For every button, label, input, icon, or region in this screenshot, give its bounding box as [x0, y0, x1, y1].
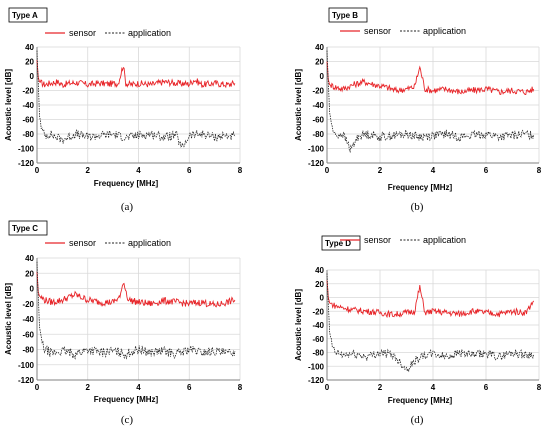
series-line-sensor — [36, 59, 236, 89]
chart-title: Type A — [12, 11, 38, 20]
y-tick-label: -20 — [312, 87, 324, 96]
y-tick-label: 40 — [315, 266, 324, 275]
y-axis-label: Acoustic level [dB] — [294, 69, 303, 141]
y-tick-label: -60 — [22, 116, 34, 125]
chart-title: Type B — [332, 11, 358, 20]
y-tick-label: -80 — [22, 130, 34, 139]
panel-caption: (d) — [411, 414, 424, 426]
y-tick-label: -40 — [312, 101, 324, 110]
y-tick-label: -40 — [312, 321, 324, 330]
series-line-sensor — [326, 280, 535, 319]
y-tick-label: -20 — [22, 87, 34, 96]
title-box — [8, 7, 48, 23]
x-axis-label: Frequency [MHz] — [388, 396, 453, 405]
y-tick-label: -60 — [22, 330, 34, 339]
x-tick-label: 4 — [136, 383, 141, 392]
series-line-application — [36, 50, 236, 148]
series-line-application — [36, 261, 236, 360]
y-tick-label: 0 — [30, 285, 35, 294]
chart-title: Type C — [12, 224, 38, 233]
y-tick-label: -100 — [18, 361, 35, 370]
x-tick-label: 4 — [431, 166, 436, 175]
y-tick-label: -120 — [18, 159, 35, 168]
y-axis-label: Acoustic level [dB] — [4, 69, 13, 141]
y-tick-label: 40 — [315, 43, 324, 52]
y-tick-label: -40 — [22, 315, 34, 324]
legend-label-application: application — [423, 235, 466, 245]
y-axis-label: Acoustic level [dB] — [294, 289, 303, 361]
y-tick-label: -100 — [308, 145, 325, 154]
x-tick-label: 2 — [378, 166, 383, 175]
series-line-application — [326, 273, 535, 373]
title-box — [8, 220, 48, 236]
x-tick-label: 6 — [187, 383, 192, 392]
y-tick-label: -60 — [312, 335, 324, 344]
y-tick-label: 20 — [25, 269, 34, 278]
x-tick-label: 8 — [537, 166, 542, 175]
chart-title: Type D — [325, 239, 351, 248]
x-tick-label: 8 — [238, 166, 243, 175]
x-tick-label: 4 — [431, 383, 436, 392]
title-box — [328, 7, 368, 23]
y-tick-label: -120 — [18, 376, 35, 385]
x-tick-label: 0 — [35, 383, 40, 392]
y-tick-label: -100 — [18, 145, 35, 154]
y-tick-label: -80 — [22, 346, 34, 355]
x-tick-label: 2 — [86, 166, 91, 175]
x-tick-label: 4 — [136, 166, 141, 175]
y-tick-label: -120 — [308, 159, 325, 168]
x-axis-label: Frequency [MHz] — [388, 183, 453, 192]
x-tick-label: 2 — [378, 383, 383, 392]
y-tick-label: 40 — [25, 43, 34, 52]
y-tick-label: -120 — [308, 376, 325, 385]
series-line-sensor — [326, 61, 535, 96]
y-tick-label: -40 — [22, 101, 34, 110]
y-tick-label: 20 — [315, 280, 324, 289]
y-tick-label: -80 — [312, 130, 324, 139]
legend-label-sensor: sensor — [364, 26, 391, 36]
legend-label-sensor: sensor — [364, 235, 391, 245]
y-tick-label: 0 — [320, 72, 325, 81]
x-tick-label: 6 — [484, 383, 489, 392]
legend-label-sensor: sensor — [69, 238, 96, 248]
y-tick-label: -20 — [312, 307, 324, 316]
series-line-sensor — [36, 271, 236, 308]
x-tick-label: 2 — [86, 383, 91, 392]
x-axis-label: Frequency [MHz] — [94, 395, 159, 404]
y-tick-label: 40 — [25, 254, 34, 263]
y-axis-label: Acoustic level [dB] — [4, 283, 13, 355]
x-axis-label: Frequency [MHz] — [94, 179, 159, 188]
panel-caption: (a) — [121, 201, 134, 213]
y-tick-label: 20 — [315, 58, 324, 67]
x-tick-label: 8 — [238, 383, 243, 392]
legend-label-sensor: sensor — [69, 28, 96, 38]
y-tick-label: -100 — [308, 362, 325, 371]
y-tick-label: -20 — [22, 300, 34, 309]
y-tick-label: -80 — [312, 349, 324, 358]
series-line-application — [326, 50, 535, 154]
panel-caption: (c) — [121, 414, 134, 426]
y-tick-label: -60 — [312, 116, 324, 125]
x-tick-label: 6 — [484, 166, 489, 175]
y-tick-label: 0 — [320, 294, 325, 303]
legend-label-application: application — [128, 238, 171, 248]
x-tick-label: 0 — [325, 383, 330, 392]
x-tick-label: 6 — [187, 166, 192, 175]
panel-caption: (b) — [411, 201, 424, 213]
y-tick-label: 0 — [30, 72, 35, 81]
y-tick-label: 20 — [25, 58, 34, 67]
legend-label-application: application — [423, 26, 466, 36]
legend-label-application: application — [128, 28, 171, 38]
x-tick-label: 8 — [537, 383, 542, 392]
x-tick-label: 0 — [35, 166, 40, 175]
x-tick-label: 0 — [325, 166, 330, 175]
